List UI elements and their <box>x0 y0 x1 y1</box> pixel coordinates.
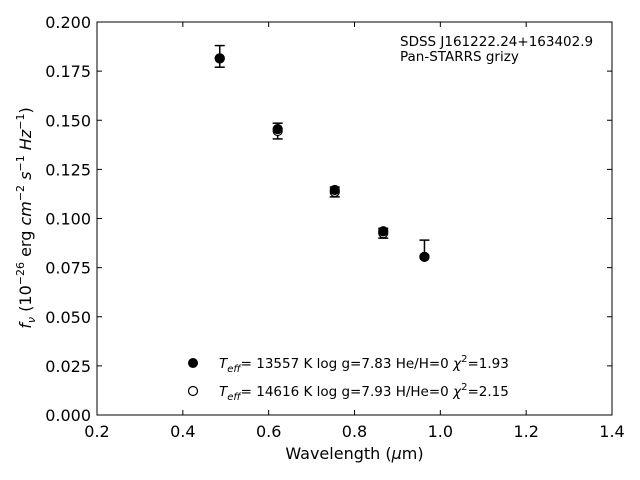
x-tick-label: 0.8 <box>342 422 367 441</box>
x-tick-label: 1.4 <box>599 422 624 441</box>
x-tick-label: 0.2 <box>84 422 109 441</box>
axis-ticks: 0.2 0.4 0.6 0.8 1.0 1.2 1.4 0.000 0.025 0.050 0.07… <box>45 13 625 441</box>
y-tick-label: 0.125 <box>45 160 91 179</box>
point-model-da <box>214 53 225 64</box>
point-model-da <box>378 226 389 237</box>
y-tick-label: 0.150 <box>45 111 91 130</box>
point-model-da <box>329 184 340 196</box>
legend-entry-2: Teff= 14616 K log g=7.93 H/He=0 χ2=2.15 <box>219 382 509 403</box>
legend: Teff= 13557 K log g=7.83 He/H=0 χ2=1.93 … <box>187 354 509 403</box>
x-tick-label: 0.4 <box>170 422 195 441</box>
y-tick-label: 0.175 <box>45 62 91 81</box>
y-tick-label: 0.050 <box>45 308 91 327</box>
point-model-da <box>419 251 430 262</box>
plot-frame <box>96 21 613 416</box>
y-tick-label: 0.000 <box>45 406 91 425</box>
data-points <box>214 53 430 262</box>
x-tick-label: 0.6 <box>256 422 281 441</box>
y-tick-label: 0.100 <box>45 210 91 229</box>
annotation-line-2: Pan-STARRS grizy <box>400 49 519 65</box>
x-axis-title: Wavelength (μm) <box>285 444 423 463</box>
point-model-da <box>272 123 283 135</box>
error-bars <box>214 44 430 257</box>
x-tick-label: 1.2 <box>513 422 538 441</box>
x-tick-label: 1.0 <box>428 422 453 441</box>
annotation-line-1: SDSS J161222.24+163402.9 <box>400 34 593 50</box>
legend-marker-filled-circle <box>188 358 198 368</box>
y-tick-label: 0.075 <box>45 259 91 278</box>
y-axis-title: fν (10−26 erg cm−2 s−1 Hz−1) <box>14 107 38 328</box>
y-tick-label: 0.200 <box>45 13 91 32</box>
y-tick-label: 0.025 <box>45 357 91 376</box>
legend-marker-open-circle <box>187 385 199 397</box>
legend-entry-1: Teff= 13557 K log g=7.83 He/H=0 χ2=1.93 <box>219 354 509 375</box>
